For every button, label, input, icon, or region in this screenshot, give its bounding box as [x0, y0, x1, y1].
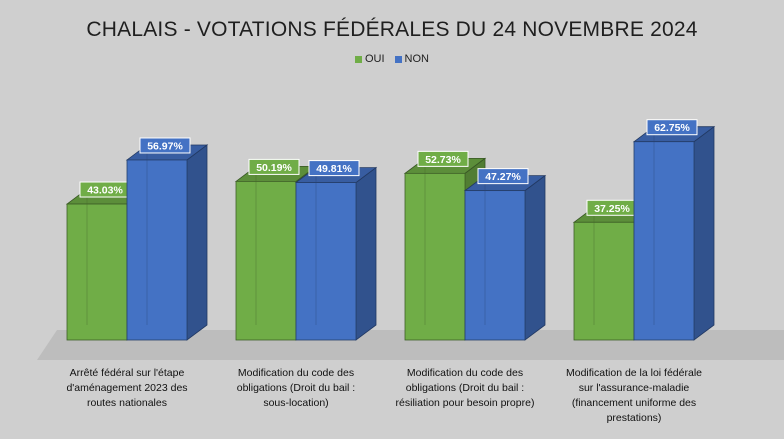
data-label-non-1: 56.97% [139, 137, 191, 154]
chart-title: CHALAIS - VOTATIONS FÉDÉRALES DU 24 NOVE… [86, 18, 698, 41]
svg-text:50.19%: 50.19% [256, 162, 292, 174]
category-label-line: Modification de la loi fédérale [566, 367, 702, 379]
category-label-line: prestations) [606, 412, 662, 424]
svg-text:47.27%: 47.27% [485, 171, 521, 183]
category-label-3: Modification du code des obligations (Dro… [380, 366, 550, 411]
category-label-line: obligations (Droit du bail : [236, 382, 356, 394]
category-label-line: (financement uniforme des [571, 397, 697, 409]
data-label-oui-2: 50.19% [248, 158, 300, 175]
category-label-line: Arrêté fédéral sur l'étape [69, 367, 185, 379]
data-label-non-2: 49.81% [308, 160, 360, 177]
category-label-line: sur l'assurance-maladie [578, 382, 690, 394]
data-label-oui-4: 37.25% [586, 199, 638, 216]
category-label-line: routes nationales [87, 397, 167, 409]
bar-non-4 [632, 125, 716, 341]
svg-text:56.97%: 56.97% [147, 140, 183, 152]
data-label-non-4: 62.75% [646, 119, 698, 136]
svg-text:49.81%: 49.81% [316, 163, 352, 175]
category-label-1: Arrêté fédéral sur l'étape d'aménagement … [42, 366, 212, 411]
legend-swatch-oui [354, 55, 362, 63]
legend-item-oui: OUI [354, 53, 385, 65]
data-label-oui-1: 43.03% [79, 181, 131, 198]
legend-item-non: NON [394, 53, 429, 65]
bar-non-1 [125, 144, 209, 341]
category-label-4: Modification de la loi fédérale sur l'ass… [549, 366, 719, 426]
bar-non-3 [463, 174, 547, 341]
svg-text:62.75%: 62.75% [654, 122, 690, 134]
bar-non-2 [294, 166, 378, 341]
category-label-line: obligations (Droit du bail : [405, 382, 525, 394]
legend-label-oui: OUI [364, 53, 385, 65]
category-label-line: Modification du code des [237, 367, 355, 379]
svg-text:52.73%: 52.73% [425, 154, 461, 166]
svg-text:37.25%: 37.25% [594, 203, 630, 215]
legend-swatch-non [394, 55, 402, 63]
category-label-line: résiliation pour besoin propre) [395, 397, 535, 409]
category-label-line: d'aménagement 2023 des [66, 382, 188, 394]
legend-label-non: NON [404, 53, 429, 65]
svg-text:43.03%: 43.03% [87, 185, 123, 197]
legend: OUI NON [0, 53, 784, 65]
category-label-2: Modification du code des obligations (Dro… [211, 366, 381, 411]
data-label-oui-3: 52.73% [417, 150, 469, 167]
data-label-non-3: 47.27% [477, 168, 529, 185]
category-label-line: sous-location) [263, 397, 329, 409]
category-label-line: Modification du code des [406, 367, 524, 379]
